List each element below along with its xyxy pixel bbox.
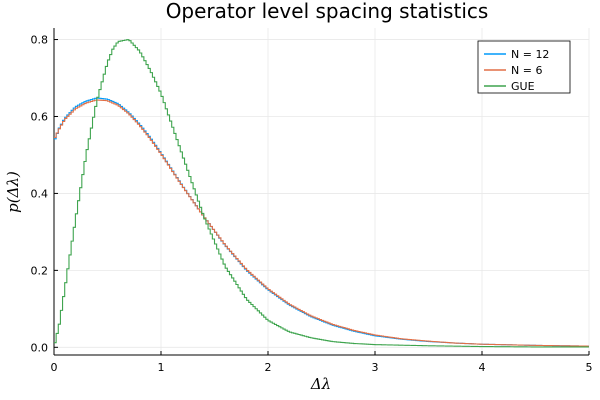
series-line-2 <box>54 99 589 347</box>
legend-label: GUE <box>511 80 535 93</box>
series-line-3 <box>54 39 589 348</box>
x-tick-label: 4 <box>479 361 486 374</box>
x-tick-label: 1 <box>158 361 165 374</box>
chart-title: Operator level spacing statistics <box>166 0 489 23</box>
legend-items: N = 12 N = 6 GUE <box>484 48 549 93</box>
legend-label: N = 12 <box>511 48 549 61</box>
axis-ticks: 0 1 2 3 4 5 0.0 0.2 0.4 0.6 0.8 <box>31 34 593 374</box>
y-axis-label: p(Δλ) <box>4 171 22 213</box>
legend-label: N = 6 <box>511 64 542 77</box>
y-tick-label: 0.6 <box>31 110 49 123</box>
series-lines <box>54 39 589 348</box>
series-line-1 <box>54 97 589 347</box>
legend: N = 12 N = 6 GUE <box>477 40 571 94</box>
x-tick-label: 2 <box>265 361 272 374</box>
y-tick-label: 0.4 <box>31 187 49 200</box>
x-tick-label: 0 <box>51 361 58 374</box>
y-tick-label: 0.0 <box>31 341 49 354</box>
grid <box>53 28 590 355</box>
x-axis-label: Δλ <box>310 375 331 393</box>
x-tick-label: 5 <box>586 361 593 374</box>
y-tick-label: 0.2 <box>31 264 49 277</box>
y-tick-label: 0.8 <box>31 34 49 47</box>
legend-box <box>477 40 571 94</box>
x-tick-label: 3 <box>372 361 379 374</box>
